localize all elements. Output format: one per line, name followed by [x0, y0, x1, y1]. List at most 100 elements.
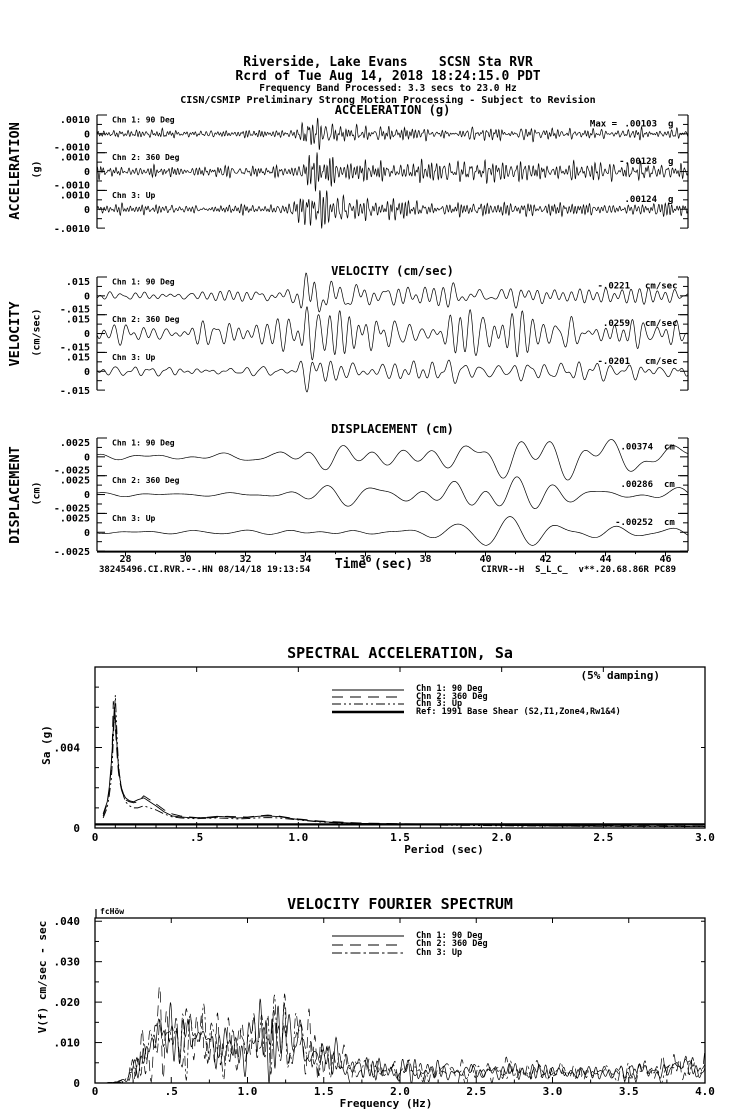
channel-label: Chn 2: 360 Deg	[112, 153, 180, 162]
max-prefix: Max =	[590, 120, 618, 130]
waveform-velocity-ch3	[96, 359, 689, 393]
ytick-label: .020	[54, 996, 81, 1009]
ytick-label: 0	[73, 1077, 80, 1090]
fourier-spectrum-plot: 0 .5 1.0 1.5 2.0 2.5 3.0 3.5 4.0 0 .010 .020 .030 .04…	[54, 907, 715, 1098]
ytick-label: 0	[84, 205, 90, 216]
max-value: .0259	[603, 319, 630, 329]
legend-label: Chn 3: Up	[416, 947, 463, 958]
max-value: -.00252	[615, 518, 653, 528]
max-unit: cm	[664, 518, 675, 528]
acceleration-plot: .0010 0 -.0010 Chn 1: 90 Deg Max = .00103 g .00…	[54, 114, 689, 235]
xtick-label: 4.0	[695, 1085, 715, 1098]
xtick-label: .5	[190, 831, 203, 844]
ytick-label: 0	[84, 490, 90, 501]
xtick-label: 40	[479, 554, 491, 565]
ytick-label: -.0025	[54, 547, 90, 558]
fourier-curve-2	[95, 985, 706, 1084]
xtick-label: 2.0	[390, 1085, 410, 1098]
max-value: .00103	[624, 120, 657, 130]
station-title: Riverside, Lake Evans SCSN Sta RVR	[243, 55, 533, 70]
spectral-acceleration-plot: 0 .5 1.0 1.5 2.0 2.5 3.0 0 .004	[54, 666, 715, 844]
max-value: -.0201	[597, 357, 630, 367]
waveform-acceleration-ch3	[96, 190, 689, 229]
fourier-curve-3	[95, 994, 706, 1084]
time-axis-label: Time (sec)	[334, 557, 414, 572]
ytick-label: 0	[84, 528, 90, 539]
report-header: Riverside, Lake Evans SCSN Sta RVR Rcrd …	[37, 56, 739, 106]
legend-item: Chn 3: Up	[330, 949, 488, 957]
ytick-label: 0	[84, 452, 90, 463]
sa-curve-1	[102, 707, 706, 827]
sa-curve-3	[102, 695, 706, 828]
legend-label: Ref: 1991 Base Shear (S2,I1,Zone4,Rw1&4)	[416, 706, 621, 717]
ytick-label: -.0010	[54, 224, 90, 235]
ytick-label: .0010	[60, 153, 90, 164]
xtick-label: 1.0	[288, 831, 308, 844]
xtick-label: 42	[539, 554, 551, 565]
max-value: -.00128	[619, 157, 657, 167]
xtick-label: 44	[599, 554, 611, 565]
max-unit: cm	[664, 443, 675, 453]
max-unit: g	[668, 120, 673, 130]
legend-line-sample	[332, 696, 404, 698]
corner-frequency-label: fcHöw	[100, 907, 124, 916]
ytick-label: 0	[84, 367, 90, 378]
xtick-label: 34	[299, 554, 311, 565]
ytick-label: .0010	[60, 115, 90, 126]
velocity-plot: .015 0 -.015 Chn 1: 90 Deg -.0221 cm/sec .015 0…	[60, 272, 689, 397]
ytick-label: .015	[66, 277, 90, 288]
ytick-label: .0025	[60, 476, 90, 487]
legend-item: Chn 3: Up	[330, 699, 621, 710]
ytick-label: .010	[54, 1037, 81, 1050]
legend-item: Chn 1: 90 Deg	[330, 932, 488, 940]
legend-line-sample	[332, 952, 404, 954]
xtick-label: 1.0	[238, 1085, 258, 1098]
ytick-label: -.015	[60, 305, 90, 316]
legend-item: Chn 1: 90 Deg	[330, 684, 621, 695]
legend-item: Chn 2: 360 Deg	[330, 940, 488, 948]
legend-label: Chn 1: 90 Deg	[416, 684, 483, 695]
legend-line-sample	[332, 710, 404, 714]
waveform-displacement-ch2	[96, 476, 689, 509]
waveform-acceleration-ch1	[96, 117, 689, 150]
xtick-label: 2.5	[593, 831, 613, 844]
xtick-label: 36	[359, 554, 371, 565]
ytick-label: .004	[54, 742, 81, 755]
processing-note: CISN/CSMIP Preliminary Strong Motion Pro…	[180, 94, 596, 106]
xtick-label: 3.0	[543, 1085, 563, 1098]
max-value: .00286	[620, 480, 653, 490]
max-unit: cm/sec	[645, 357, 678, 367]
ytick-label: -.0025	[54, 466, 90, 477]
waveform-displacement-ch3	[96, 516, 689, 546]
frequency-band-note: Frequency Band Processed: 3.3 secs to 23…	[259, 83, 517, 94]
channel-label: Chn 2: 360 Deg	[112, 476, 180, 485]
ytick-label: 0	[84, 329, 90, 340]
legend-line-sample	[332, 689, 404, 691]
xtick-label: 2.5	[466, 1085, 486, 1098]
ytick-label: 0	[73, 822, 80, 835]
frequency-axis-label: Frequency (Hz)	[339, 1097, 433, 1110]
xtick-label: .5	[165, 1085, 178, 1098]
max-unit: cm/sec	[645, 319, 678, 329]
xtick-label: 46	[659, 554, 671, 565]
ytick-label: -.0010	[54, 143, 90, 154]
fourier-curve-1	[95, 998, 706, 1084]
max-value: -.0221	[597, 282, 630, 292]
max-unit: g	[668, 195, 673, 205]
legend-label: Chn 3: Up	[416, 699, 463, 710]
ytick-label: .015	[66, 315, 90, 326]
acceleration-title: ACCELERATION (g)	[334, 103, 451, 117]
ytick-label: -.0025	[54, 503, 90, 514]
record-timestamp: Rcrd of Tue Aug 14, 2018 18:24:15.0 PDT	[235, 69, 541, 84]
max-value: .00124	[624, 195, 657, 205]
damping-annotation: (5% damping)	[580, 669, 660, 682]
ytick-label: .030	[54, 956, 81, 969]
xtick-label: 0	[92, 831, 99, 844]
channel-label: Chn 1: 90 Deg	[112, 116, 175, 125]
max-value: .00374	[620, 443, 653, 453]
fourier-legend: Chn 1: 90 Deg Chn 2: 360 Deg Chn 3: Up	[330, 932, 488, 957]
spectral-acceleration-title: SPECTRAL ACCELERATION, Sa	[287, 644, 513, 662]
fourier-spectrum-title: VELOCITY FOURIER SPECTRUM	[287, 895, 513, 913]
processing-version-footer: CIRVR--H S_L_C_ v**.20.68.86R PC89	[481, 565, 677, 575]
